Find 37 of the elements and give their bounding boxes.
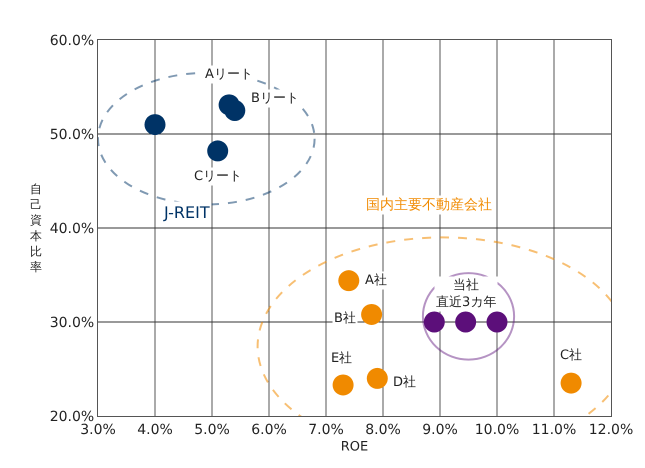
text: 国内主要不動産会社 [366, 197, 492, 213]
point [486, 312, 508, 332]
x-tick-label: 12.0% [588, 422, 634, 438]
annotation: E社 [331, 351, 352, 366]
x-tick-label: 10.0% [474, 422, 520, 438]
annotation: B社 [334, 311, 356, 326]
point [144, 114, 166, 136]
x-tick-label: 4.0% [137, 422, 173, 438]
annotation: D社 [393, 375, 416, 390]
point [455, 312, 476, 332]
point [361, 304, 382, 325]
x-tick-label: 7.0% [308, 422, 344, 438]
x-axis-title: ROE [340, 439, 368, 454]
y-tick-label: 40.0% [50, 220, 94, 237]
y-tick-label: 50.0% [50, 126, 94, 143]
y-tick-label: 30.0% [50, 314, 94, 331]
point [366, 368, 388, 389]
x-tick-label: 6.0% [251, 422, 287, 438]
annotation: A社 [365, 273, 387, 288]
point [560, 372, 582, 394]
series-label: 当社直近3カ年 [436, 278, 496, 310]
point [224, 100, 246, 121]
point [338, 270, 360, 292]
x-tick-label: 11.0% [532, 422, 576, 438]
x-tick-label: 9.0% [422, 422, 458, 438]
annotation: Cリート [194, 169, 242, 184]
annotation: Bリート [251, 91, 299, 106]
x-tick-label: 5.0% [194, 422, 230, 438]
y-tick-label: 60.0% [50, 32, 94, 49]
point [424, 312, 445, 332]
y-axis-title: 自己資本比率 [30, 182, 42, 274]
point [332, 374, 354, 396]
point [207, 140, 228, 162]
text: J-REIT [163, 203, 210, 222]
x-tick-label: 8.0% [365, 422, 401, 438]
annotation: C社 [560, 348, 582, 363]
annotation: Aリート [205, 67, 253, 82]
